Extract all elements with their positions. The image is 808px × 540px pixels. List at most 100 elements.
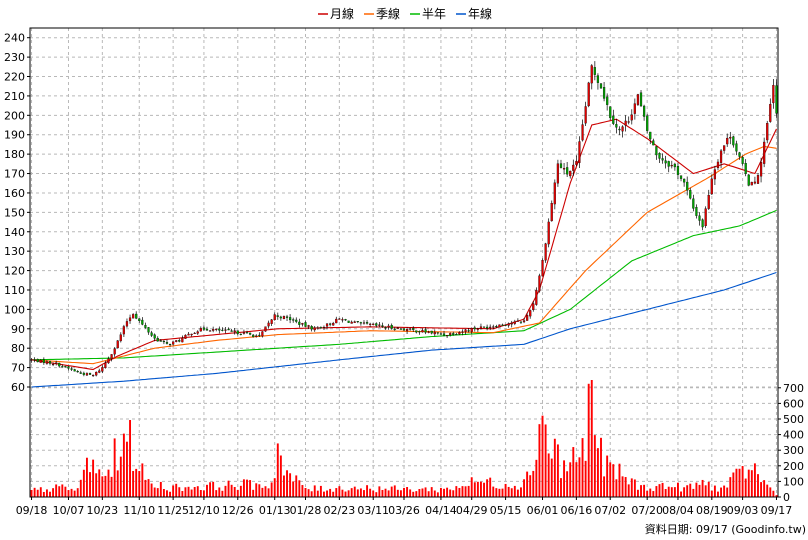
candle (479, 323, 483, 330)
volume-bar (150, 483, 153, 497)
volume-bar (341, 489, 344, 497)
price-tick-label: 230 (4, 51, 25, 64)
candle-body (341, 319, 344, 321)
candle-body (356, 320, 359, 323)
candle-body (498, 324, 501, 328)
price-tick-label: 220 (4, 71, 25, 84)
candle (670, 160, 673, 169)
candle-body (489, 326, 492, 328)
candle-body (655, 146, 658, 156)
candle (116, 340, 119, 349)
candle (396, 326, 399, 329)
candle-body (735, 143, 738, 152)
candle-body (729, 136, 732, 139)
candle-body (766, 123, 769, 141)
volume-bar (242, 479, 245, 497)
volume-bar (667, 486, 670, 497)
volume-bar (76, 488, 79, 497)
candle (458, 331, 461, 335)
candle (67, 365, 70, 371)
candle (461, 329, 464, 336)
candle (716, 159, 720, 171)
candle-body (596, 75, 600, 83)
candle-body (242, 332, 246, 334)
volume-bar (775, 495, 778, 497)
candle-body (455, 333, 458, 336)
candle-body (418, 331, 421, 333)
candle-body (683, 178, 686, 183)
candle (412, 326, 415, 332)
candle-body (544, 243, 547, 261)
candle-body (144, 325, 147, 328)
candle (427, 330, 430, 334)
volume-bar (446, 487, 449, 497)
candle-body (61, 366, 64, 368)
volume-bar (298, 480, 301, 497)
volume-bar (264, 486, 267, 497)
volume-bar (741, 466, 744, 497)
candle-body (679, 175, 683, 179)
candle-body (30, 359, 33, 361)
candle (298, 318, 301, 328)
candle-body (763, 141, 766, 164)
candle (375, 322, 378, 328)
candle (713, 165, 717, 186)
volume-bar (85, 457, 88, 497)
volume-bar (633, 479, 636, 497)
candle-body (55, 362, 58, 364)
candle (409, 327, 412, 331)
volume-bar (221, 490, 224, 497)
candle (596, 73, 600, 90)
candle-body (273, 314, 276, 321)
volume-bar (643, 484, 646, 497)
candle (242, 329, 246, 335)
date-tick-label: 04/14 (425, 504, 457, 517)
price-tick-label: 200 (4, 109, 25, 122)
candle-body (279, 316, 282, 319)
candle (642, 104, 646, 121)
candle-body (452, 333, 455, 335)
candle (390, 323, 393, 330)
candle (704, 206, 707, 229)
candle (522, 317, 526, 324)
volume-bar (513, 485, 516, 497)
date-tick-label: 09/03 (727, 504, 759, 517)
candle (726, 133, 729, 147)
volume-bar (683, 487, 686, 497)
volume-bar (338, 486, 341, 497)
candle-body (369, 323, 372, 325)
candle (332, 321, 335, 326)
volume-bar (344, 491, 347, 497)
candle-body (618, 128, 621, 131)
volume-bar (652, 491, 655, 497)
candle-body (449, 333, 452, 335)
candle-body (649, 131, 652, 140)
volume-bar (227, 480, 230, 497)
volume-bar (390, 486, 393, 497)
candle-body (147, 327, 150, 333)
candle-body (353, 321, 356, 323)
volume-bar (366, 485, 369, 497)
candle (606, 93, 609, 111)
candle-body (606, 96, 609, 105)
candle (181, 335, 184, 343)
candle-body (42, 359, 45, 364)
volume-bar (202, 490, 205, 497)
volume-bar (738, 468, 741, 497)
candle-body (716, 161, 720, 169)
volume-bar (439, 487, 442, 497)
date-tick-label: 06/16 (561, 504, 593, 517)
volume-bar (236, 489, 239, 497)
volume-bar (403, 487, 405, 497)
candle (85, 372, 89, 377)
volume-bar (239, 485, 242, 497)
candle (245, 330, 249, 334)
volume-bar (757, 474, 759, 497)
volume-bar (276, 443, 279, 497)
date-tick-label: 09/17 (761, 504, 793, 517)
candle (618, 126, 621, 136)
candle-body (519, 321, 523, 323)
candle-body (270, 319, 273, 324)
candle-body (636, 94, 640, 105)
candle (258, 332, 261, 338)
